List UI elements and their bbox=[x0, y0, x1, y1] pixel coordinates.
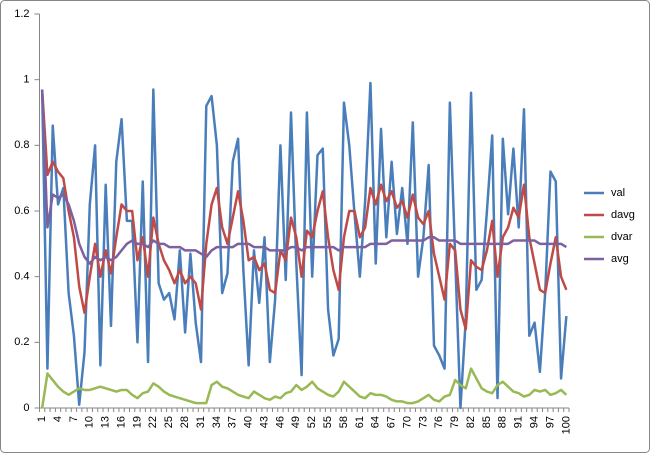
x-tick-label: 91 bbox=[513, 416, 525, 428]
y-tick-label: 0.8 bbox=[14, 139, 29, 151]
x-tick-label: 97 bbox=[544, 416, 556, 428]
x-tick-label: 22 bbox=[147, 416, 159, 428]
x-tick-label: 34 bbox=[211, 416, 223, 428]
x-tick-label: 55 bbox=[322, 416, 334, 428]
y-tick-label: 1 bbox=[23, 74, 29, 86]
x-tick-label: 4 bbox=[52, 416, 64, 422]
x-tick-label: 94 bbox=[528, 416, 540, 428]
legend-label: dvar bbox=[611, 231, 633, 243]
x-tick-label: 82 bbox=[465, 416, 477, 428]
x-tick-label: 64 bbox=[370, 416, 382, 428]
x-tick-label: 58 bbox=[338, 416, 350, 428]
x-tick-label: 19 bbox=[131, 416, 143, 428]
x-tick-label: 73 bbox=[417, 416, 429, 428]
y-tick-label: 0.4 bbox=[14, 271, 29, 283]
x-tick-label: 88 bbox=[497, 416, 509, 428]
legend-label: avg bbox=[611, 253, 629, 265]
x-tick-label: 25 bbox=[163, 416, 175, 428]
y-tick-label: 0.2 bbox=[14, 336, 29, 348]
series-line bbox=[40, 89, 568, 265]
x-tick-label: 40 bbox=[243, 416, 255, 428]
series-line bbox=[40, 89, 568, 331]
x-tick-label: 76 bbox=[433, 416, 445, 428]
x-tick-label: 46 bbox=[274, 416, 286, 428]
x-tick-label: 70 bbox=[401, 416, 413, 428]
y-tick-label: 0.6 bbox=[14, 205, 29, 217]
x-tick-label: 28 bbox=[179, 416, 191, 428]
x-tick-label: 52 bbox=[306, 416, 318, 428]
x-tick-label: 43 bbox=[258, 416, 270, 428]
x-tick-label: 100 bbox=[560, 416, 572, 434]
x-tick-label: 10 bbox=[84, 416, 96, 428]
legend-label: davg bbox=[611, 209, 635, 221]
x-tick-label: 7 bbox=[68, 416, 80, 422]
x-tick-label: 16 bbox=[115, 416, 127, 428]
x-tick-label: 67 bbox=[386, 416, 398, 428]
x-tick-label: 85 bbox=[481, 416, 493, 428]
y-tick-label: 0 bbox=[23, 402, 29, 414]
x-tick-label: 1 bbox=[36, 416, 48, 422]
x-tick-label: 61 bbox=[354, 416, 366, 428]
series-line bbox=[40, 367, 568, 409]
x-tick-label: 49 bbox=[290, 416, 302, 428]
x-tick-label: 31 bbox=[195, 416, 207, 428]
y-tick-label: 1.2 bbox=[14, 8, 29, 20]
x-tick-label: 13 bbox=[100, 416, 112, 428]
x-tick-label: 79 bbox=[449, 416, 461, 428]
x-tick-label: 37 bbox=[227, 416, 239, 428]
legend-label: val bbox=[611, 187, 625, 199]
